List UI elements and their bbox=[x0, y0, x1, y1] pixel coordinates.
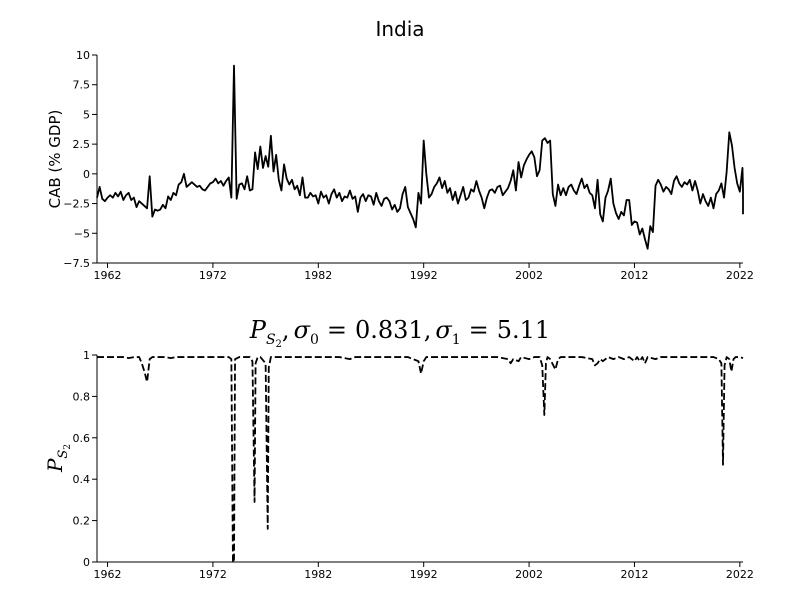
y-tick-label: 7.5 bbox=[73, 79, 91, 92]
y-tick-label: −5 bbox=[74, 227, 90, 240]
x-tick-label: 1962 bbox=[94, 269, 122, 282]
axes bbox=[96, 55, 743, 264]
title-sigma0-sub: 0 bbox=[310, 332, 319, 348]
y-tick-label: 0.2 bbox=[73, 515, 91, 528]
chart-title: India bbox=[375, 17, 424, 41]
title-p-sub: S bbox=[266, 332, 276, 348]
series-line-probability bbox=[97, 356, 744, 563]
x-tick-label: 1972 bbox=[199, 269, 227, 282]
x-tick-label: 1992 bbox=[410, 269, 438, 282]
x-tick-label: 2002 bbox=[515, 568, 543, 581]
x-tick-label: 2012 bbox=[620, 568, 648, 581]
y-tick-label: 0 bbox=[83, 556, 90, 569]
x-tick-label: 2012 bbox=[620, 269, 648, 282]
title-sep-2: , bbox=[424, 316, 432, 344]
x-tick-label: 1972 bbox=[199, 568, 227, 581]
y-tick-label: 2.5 bbox=[73, 138, 91, 151]
y-tick-label: 0 bbox=[83, 168, 90, 181]
x-tick-label: 1992 bbox=[410, 568, 438, 581]
x-tick-label: 2022 bbox=[726, 269, 754, 282]
series-line-cab bbox=[96, 64, 744, 250]
ylabel-p: P bbox=[43, 458, 67, 473]
y-tick-label: 0.4 bbox=[73, 473, 91, 486]
x-tick-label: 2022 bbox=[726, 568, 754, 581]
x-tick-label: 1962 bbox=[94, 568, 122, 581]
chart-cab: India CAB (% GDP) 10 7.5 5 2.5 0 −2.5 −5 −7.5 1… bbox=[46, 17, 754, 282]
x-tick-label: 2002 bbox=[515, 269, 543, 282]
x-tick-label: 1982 bbox=[304, 269, 332, 282]
chart-title-math: PS2, σ0 = 0.831, σ1 = 5.11 bbox=[249, 316, 550, 350]
ylabel-p-sub: S bbox=[56, 450, 71, 459]
x-tick-label: 1982 bbox=[304, 568, 332, 581]
title-p: P bbox=[249, 316, 267, 344]
title-p-subsub: 2 bbox=[276, 339, 282, 350]
y-ticks: 1 0.8 0.6 0.4 0.2 0 bbox=[73, 349, 97, 569]
y-tick-label: 0.6 bbox=[73, 432, 91, 445]
y-tick-label: 0.8 bbox=[73, 390, 91, 403]
title-eq-2: = bbox=[469, 316, 489, 344]
title-sigma1-sub: 1 bbox=[452, 332, 461, 348]
y-tick-label: 5 bbox=[83, 108, 90, 121]
title-sigma0-value: 0.831 bbox=[355, 316, 424, 344]
x-ticks: 1962 1972 1982 1992 2002 2012 2022 bbox=[94, 562, 754, 581]
y-ticks: 10 7.5 5 2.5 0 −2.5 −5 −7.5 bbox=[63, 49, 97, 270]
title-sigma1-value: 5.11 bbox=[497, 316, 550, 344]
y-tick-label: 1 bbox=[83, 349, 90, 362]
ylabel-p-subsub: 2 bbox=[63, 444, 73, 450]
y-tick-label: −2.5 bbox=[63, 198, 90, 211]
y-tick-label: 10 bbox=[76, 49, 90, 62]
title-sigma0: σ bbox=[294, 316, 311, 344]
x-ticks: 1962 1972 1982 1992 2002 2012 2022 bbox=[94, 263, 754, 282]
title-sigma1: σ bbox=[435, 316, 452, 344]
y-tick-label: −7.5 bbox=[63, 257, 90, 270]
chart-probability: PS2, σ0 = 0.831, σ1 = 5.11 PS2 10.80.60.40.20 … bbox=[43, 316, 754, 581]
axes bbox=[96, 355, 743, 563]
y-axis-label-math: PS2 bbox=[43, 444, 73, 473]
title-eq-1: = bbox=[327, 316, 347, 344]
title-sep-1: , bbox=[282, 316, 290, 344]
y-axis-label: CAB (% GDP) bbox=[46, 110, 64, 209]
